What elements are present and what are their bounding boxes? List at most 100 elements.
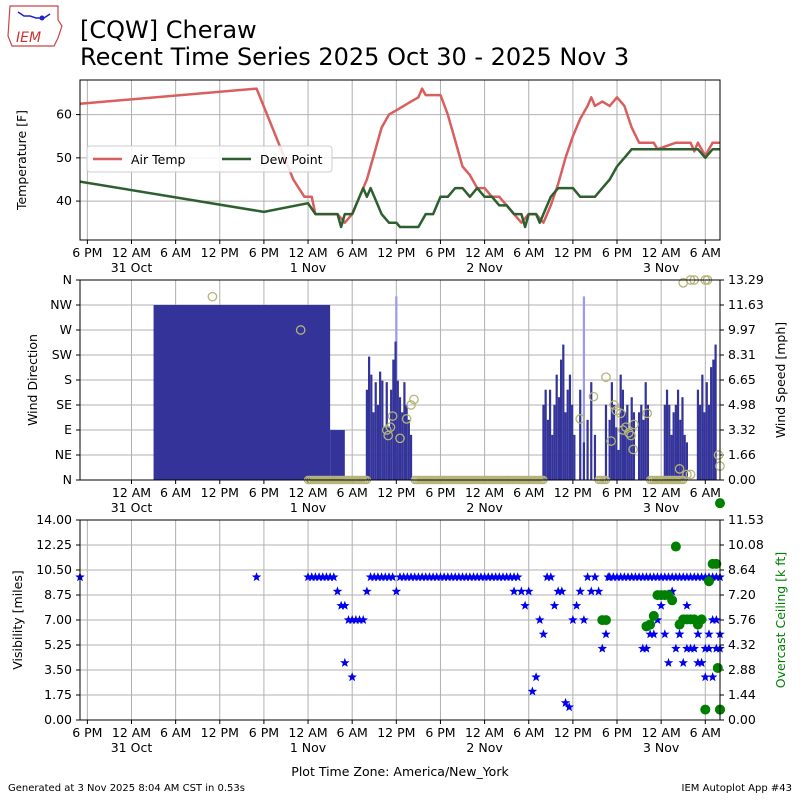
x-tick-label: 12 PM — [201, 485, 239, 500]
visibility-star — [314, 572, 324, 582]
visibility-star — [693, 572, 703, 582]
wind-speed-bar — [542, 404, 545, 480]
x-tick-label: 6 AM — [337, 245, 368, 260]
visibility-star — [601, 629, 611, 639]
visibility-star — [660, 629, 670, 639]
visibility-tick-label: 8.75 — [44, 587, 72, 602]
wind-speed-bar — [383, 427, 386, 480]
visibility-star — [612, 572, 622, 582]
visibility-star — [332, 586, 343, 596]
wind-speed-bar — [370, 374, 373, 480]
visibility-star — [689, 572, 699, 582]
visibility-star — [707, 572, 718, 582]
x-tick-label: 12 PM — [554, 485, 592, 500]
wind-speed-bar — [573, 434, 576, 480]
ceiling-dot — [670, 541, 681, 552]
visibility-star — [340, 657, 350, 667]
ceiling-tick-label: 2.88 — [728, 662, 756, 677]
visibility-star — [428, 572, 438, 582]
direction-tick-label: S — [64, 372, 72, 387]
visibility-star — [487, 572, 497, 582]
visibility-star — [376, 572, 387, 582]
visibility-star — [649, 629, 659, 639]
visibility-star — [468, 572, 479, 582]
visibility-star — [638, 572, 648, 582]
wind-speed-bar — [546, 419, 549, 480]
visibility-star — [575, 586, 585, 596]
visibility-star — [634, 572, 644, 582]
x-tick-label: 12 PM — [377, 245, 415, 260]
x-tick-label: 12 AM — [288, 245, 327, 260]
x-tick-label: 12 AM — [465, 725, 504, 740]
wind-speed-bar — [642, 419, 645, 480]
visibility-star — [483, 572, 493, 582]
x-tick-label: 12 PM — [554, 245, 592, 260]
wind-speed-bar — [579, 389, 582, 480]
y2-axis-label: Wind Speed [mph] — [773, 322, 788, 438]
visibility-star — [490, 572, 501, 582]
visibility-star — [520, 600, 530, 610]
wind-direction-marker — [685, 469, 696, 480]
visibility-star — [410, 572, 420, 582]
visibility-star — [678, 657, 688, 667]
wind-speed-bar — [699, 404, 702, 480]
visibility-star — [707, 615, 718, 624]
visibility-star — [707, 672, 718, 682]
wind-speed-bar — [582, 442, 586, 480]
visibility-star — [568, 615, 578, 624]
x-tick-label: 12 PM — [554, 725, 592, 740]
wind-speed-bar — [407, 419, 410, 480]
y2-axis-label: Overcast Ceiling [k ft] — [773, 552, 788, 688]
y-tick-label: 40 — [56, 193, 72, 208]
wind-speed-bar — [548, 389, 552, 480]
visibility-star — [564, 702, 574, 712]
wind-speed-bar — [564, 412, 567, 480]
wind-speed-bar — [409, 434, 413, 480]
wind-speed-bar — [403, 382, 406, 480]
wind-speed-bar — [676, 389, 680, 480]
x-tick-label: 12 AM — [288, 485, 327, 500]
x-tick-label: 6 AM — [160, 485, 191, 500]
wind-speed-bar — [683, 434, 686, 480]
visibility-star — [652, 572, 663, 582]
visibility-star — [619, 572, 630, 582]
wind-direction-marker — [588, 391, 599, 402]
wind-direction-marker — [401, 414, 412, 424]
visibility-star — [351, 615, 361, 624]
visibility-star — [373, 572, 383, 582]
visibility-star — [649, 572, 659, 582]
wind-speed-bar — [640, 404, 643, 480]
visibility-star — [406, 572, 416, 582]
visibility-star — [384, 572, 394, 582]
wind-speed-bar — [646, 404, 650, 480]
x-tick-label: 6 PM — [602, 725, 632, 740]
x-tick-label: 6 AM — [690, 485, 721, 500]
visibility-star — [494, 572, 505, 582]
wind-speed-bar — [555, 374, 558, 480]
wind-direction-marker — [406, 400, 416, 410]
visibility-star — [671, 643, 681, 653]
visibility-star — [336, 600, 346, 610]
x-tick-label: 6 AM — [513, 485, 544, 500]
wind-direction-marker — [674, 464, 685, 474]
wind-speed-bar — [665, 389, 669, 480]
direction-tick-label: SW — [52, 347, 72, 362]
visibility-star — [509, 586, 519, 596]
visibility-star — [579, 615, 589, 624]
visibility-star — [689, 643, 699, 653]
wind-speed-bar — [617, 449, 620, 480]
wind-speed-bar — [562, 344, 565, 480]
wind-gust-bar — [582, 296, 586, 480]
ceiling-dot — [645, 619, 656, 630]
ceiling-tick-label: 5.76 — [728, 612, 756, 627]
wind-speed-bar — [670, 434, 673, 480]
wind-speed-bar — [705, 382, 708, 480]
visibility-star — [663, 572, 674, 582]
x-tick-date-label: 3 Nov — [643, 740, 680, 755]
visibility-star — [461, 572, 471, 582]
wind-speed-bar — [153, 304, 331, 480]
x-tick-date-label: 2 Nov — [466, 740, 503, 755]
visibility-star — [630, 572, 641, 582]
axes-frame — [79, 279, 721, 481]
